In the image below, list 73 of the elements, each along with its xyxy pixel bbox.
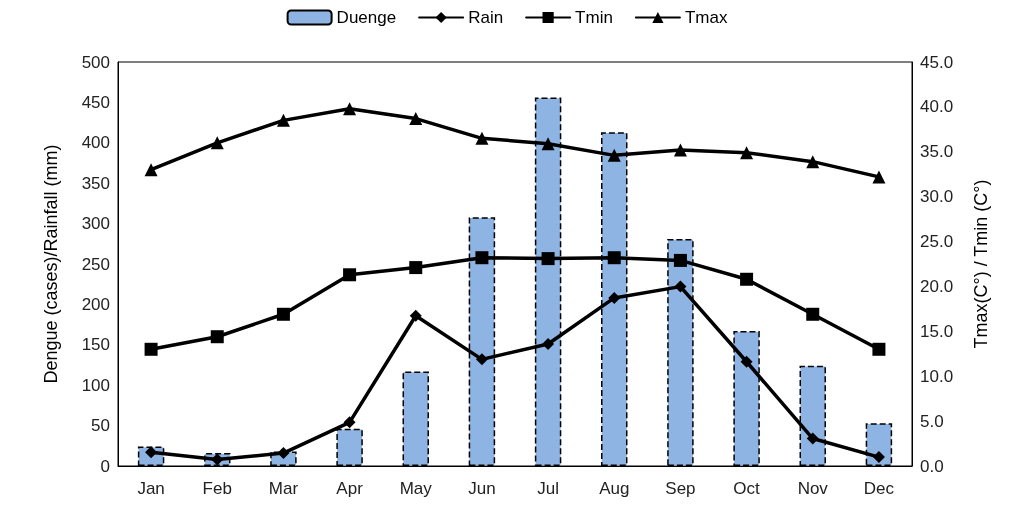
y2-tick-label: 15.0	[920, 321, 954, 341]
point	[409, 309, 422, 322]
y2-tick-label: 10.0	[920, 366, 954, 386]
point	[542, 337, 555, 350]
y-tick-label: 300	[81, 214, 110, 234]
y-tick-label: 250	[81, 254, 110, 274]
x-tick-label: Aug	[599, 479, 630, 498]
y-tick-label: 100	[81, 375, 110, 395]
point	[608, 291, 621, 304]
point	[673, 143, 687, 157]
y-tick-label: 50	[91, 416, 110, 436]
point	[740, 146, 754, 160]
point	[673, 253, 687, 267]
point	[343, 102, 357, 116]
point	[872, 342, 886, 356]
x-tick-label: Sep	[665, 479, 696, 498]
point	[475, 353, 488, 366]
y-tick-label: 0	[100, 456, 110, 476]
point	[872, 451, 885, 464]
point	[475, 131, 489, 145]
y2-tick-label: 25.0	[920, 232, 954, 252]
y-tick-label: 200	[81, 294, 110, 314]
legend-label: Rain	[468, 8, 504, 27]
point	[541, 137, 555, 151]
point	[144, 342, 158, 356]
legend-label: Tmin	[575, 8, 613, 27]
point	[210, 136, 224, 150]
point	[343, 416, 356, 429]
y2-tick-label: 20.0	[920, 276, 954, 296]
point	[607, 251, 621, 265]
legend-label: Tmax	[684, 8, 728, 27]
point	[541, 252, 555, 266]
legend-label: Duenge	[336, 8, 397, 27]
x-tick-label: Apr	[336, 479, 364, 498]
x-tick-label: Jan	[137, 479, 165, 498]
y2-tick-label: 35.0	[920, 142, 954, 162]
y2-tick-label: 45.0	[920, 52, 954, 72]
y2-tick-label: 40.0	[920, 97, 954, 117]
point	[211, 453, 224, 466]
point	[872, 170, 886, 184]
point	[343, 268, 357, 282]
x-tick-label: Jun	[468, 479, 496, 498]
y2-tick-label: 30.0	[920, 187, 954, 207]
point	[409, 112, 423, 126]
point	[674, 280, 687, 293]
x-tick-label: Jul	[537, 479, 559, 498]
point	[806, 155, 820, 169]
point	[144, 163, 158, 177]
y-tick-label: 400	[81, 133, 110, 153]
y2-tick-label: 5.0	[920, 411, 944, 431]
y-tick-label: 500	[81, 52, 110, 72]
x-tick-label: Mar	[268, 479, 299, 498]
y-tick-label: 150	[81, 335, 110, 355]
point	[276, 113, 290, 127]
x-tick-label: Feb	[202, 479, 232, 498]
y2-axis-title: Tmax(C°) / Tmin (C°)	[971, 179, 991, 349]
y-tick-label: 350	[81, 173, 110, 193]
point	[740, 355, 753, 368]
y-axis-title: Dengue (cases)/Rainfall (mm)	[41, 144, 61, 384]
point	[806, 432, 819, 445]
point	[607, 148, 621, 162]
point	[409, 261, 423, 275]
y-tick-label: 450	[81, 92, 110, 112]
point	[475, 251, 489, 265]
x-tick-label: May	[399, 479, 433, 498]
x-tick-label: Dec	[863, 479, 895, 498]
point	[276, 307, 290, 321]
point	[806, 307, 820, 321]
point	[740, 272, 754, 286]
point	[210, 330, 224, 344]
x-tick-label: Nov	[797, 479, 829, 498]
y2-tick-label: 0.0	[920, 456, 944, 476]
x-tick-label: Oct	[733, 479, 761, 498]
